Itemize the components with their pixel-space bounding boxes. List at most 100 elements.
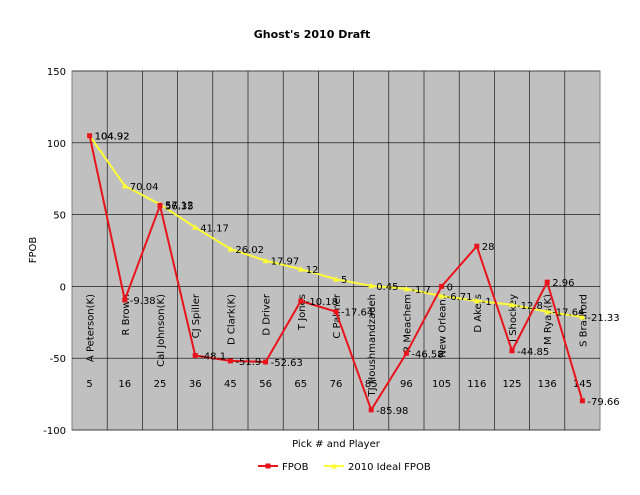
y-tick-label: 0 xyxy=(60,282,66,293)
data-point xyxy=(579,314,586,320)
data-point xyxy=(473,297,480,304)
x-pick-label: 116 xyxy=(467,379,486,390)
x-player-label: D Clark(K) xyxy=(226,294,237,345)
legend: FPOB 2010 Ideal FPOB xyxy=(258,462,431,473)
x-pick-label: 105 xyxy=(432,379,451,390)
data-label: 5 xyxy=(341,275,347,286)
x-pick-label: 65 xyxy=(294,379,307,390)
x-player-label: D Akers xyxy=(473,294,484,333)
chart-title: Ghost's 2010 Draft xyxy=(254,28,370,41)
legend-label: FPOB xyxy=(282,462,309,473)
data-point xyxy=(474,243,480,249)
data-label: 104.92 xyxy=(95,132,130,143)
x-pick-label: 125 xyxy=(502,379,521,390)
x-pick-label: 136 xyxy=(538,379,557,390)
x-player-label: D Driver xyxy=(262,293,273,336)
data-label: 2.96 xyxy=(552,278,574,289)
data-point xyxy=(298,298,304,304)
data-label: 17.97 xyxy=(271,257,300,268)
x-pick-label: 5 xyxy=(86,379,92,390)
data-label: -79.66 xyxy=(587,397,619,408)
x-player-label: M Ryan(K) xyxy=(543,294,554,345)
series-layer xyxy=(86,132,586,413)
data-label: -52.63 xyxy=(271,358,303,369)
y-tick-label: 100 xyxy=(47,139,66,150)
data-label: 104.92 xyxy=(95,132,130,143)
data-point xyxy=(509,348,515,354)
data-point xyxy=(333,276,339,282)
data-point xyxy=(227,358,233,364)
x-player-label: R Brown xyxy=(121,294,132,336)
y-tick-label: 150 xyxy=(47,67,66,78)
x-player-label: Cal Johnson(K) xyxy=(156,294,167,367)
y-axis-ticks: 150 100 50 0 -50 -100 xyxy=(43,67,66,437)
data-point xyxy=(192,352,198,358)
data-label: 57.12 xyxy=(165,200,194,211)
x-pick-label: 96 xyxy=(400,379,413,390)
data-label: 12 xyxy=(306,265,319,276)
data-label: 41.17 xyxy=(200,223,229,234)
data-label: -6.71 xyxy=(447,292,473,303)
data-label: -10.18 xyxy=(306,297,338,308)
y-tick-label: -50 xyxy=(50,354,66,365)
x-axis-categories: 5 16 25 36 45 56 65 76 85 96 105 116 125 136 145 A Pete… xyxy=(86,293,592,397)
data-point xyxy=(544,308,551,315)
data-point xyxy=(579,398,585,404)
data-label: 0.45 xyxy=(376,282,398,293)
data-label: -21.33 xyxy=(587,313,619,324)
data-label: -12.8 xyxy=(517,301,543,312)
data-point xyxy=(297,266,304,272)
y-tick-label: -100 xyxy=(43,426,66,437)
x-player-label: TJ Houshmandzadeh xyxy=(367,294,378,398)
x-player-label: S Bradford xyxy=(578,294,589,347)
data-point xyxy=(544,279,550,285)
data-label: 56.35 xyxy=(165,201,194,212)
data-point xyxy=(403,285,410,292)
data-point xyxy=(368,282,375,289)
data-point xyxy=(438,293,445,299)
x-pick-label: 85 xyxy=(365,379,378,390)
data-label: 26.02 xyxy=(235,245,264,256)
data-point xyxy=(403,350,409,356)
data-label: 0 xyxy=(447,282,453,293)
x-pick-label: 56 xyxy=(259,379,272,390)
data-label: -46.58 xyxy=(411,349,443,360)
data-label: -44.85 xyxy=(517,347,549,358)
data-point xyxy=(122,297,128,303)
x-pick-label: 45 xyxy=(224,379,237,390)
data-point xyxy=(227,246,234,252)
data-point xyxy=(121,182,128,189)
data-label: -48.1 xyxy=(200,351,226,362)
legend-marker xyxy=(265,463,271,469)
data-point xyxy=(439,283,445,289)
plot-area xyxy=(71,70,601,431)
legend-label: 2010 Ideal FPOB xyxy=(348,462,431,473)
x-pick-label: 16 xyxy=(118,379,131,390)
x-player-label: J Shockey xyxy=(508,294,519,343)
data-label: -9.38 xyxy=(130,296,156,307)
y-axis-title: FPOB xyxy=(28,237,39,264)
x-player-label: R Meachem xyxy=(402,294,413,353)
y-tick-label: 50 xyxy=(53,211,66,222)
data-label: -51.9 xyxy=(235,357,261,368)
data-label: -1 xyxy=(482,297,492,308)
x-player-label: A Peterson(K) xyxy=(86,294,97,362)
data-label: -17.64 xyxy=(552,308,584,319)
legend-marker xyxy=(331,463,337,469)
data-point xyxy=(262,257,269,264)
data-point xyxy=(157,202,163,208)
x-player-label: New Orleans xyxy=(438,294,449,358)
data-label: -1.7 xyxy=(411,285,431,296)
data-point xyxy=(263,359,269,365)
data-point xyxy=(509,301,515,308)
data-label: 28 xyxy=(482,242,495,253)
data-labels: 104.92 -9.38 56.35 -48.1 -51.9 -52.63 -10.18 -1… xyxy=(95,132,620,417)
data-label: -85.98 xyxy=(376,406,408,417)
x-axis-title: Pick # and Player xyxy=(292,439,381,450)
data-point xyxy=(368,407,374,413)
x-pick-label: 25 xyxy=(154,379,167,390)
x-player-label: T Jones xyxy=(297,294,308,331)
data-point xyxy=(192,224,199,230)
data-point xyxy=(333,309,339,315)
